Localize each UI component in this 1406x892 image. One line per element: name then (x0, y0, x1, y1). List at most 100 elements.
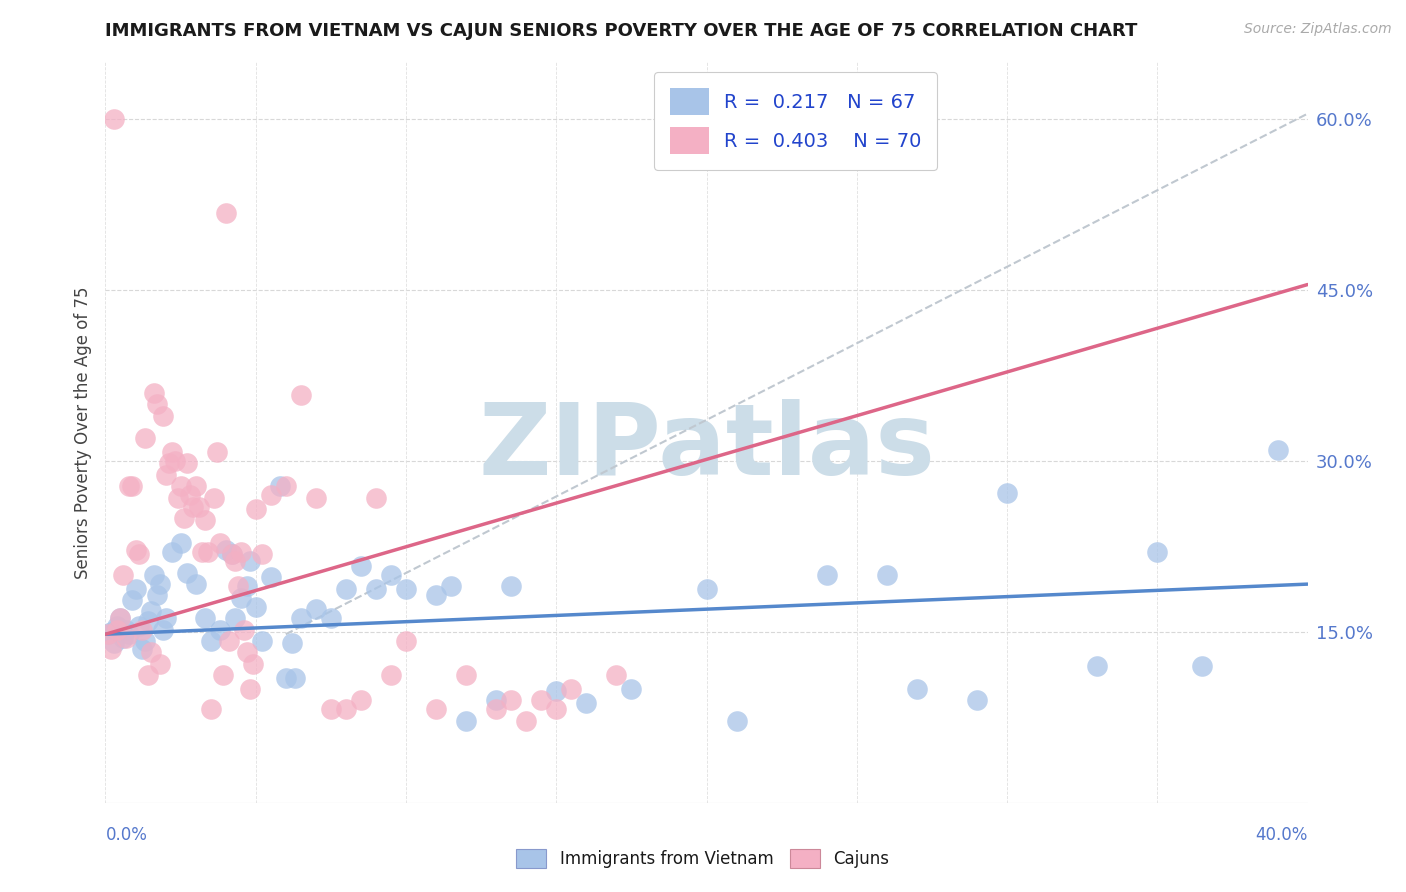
Point (605, 668, 627, 682)
Point (197, 545, 219, 559)
Point (131, 642, 153, 657)
Point (169, 479, 191, 493)
Point (335, 702, 357, 716)
Point (142, 568, 165, 582)
Legend: R =  0.217   N = 67, R =  0.403    N = 70: R = 0.217 N = 67, R = 0.403 N = 70 (654, 72, 938, 170)
Point (112, 568, 135, 582)
Point (274, 479, 297, 493)
Point (575, 696, 598, 710)
Point (100, 624, 122, 639)
Point (226, 579, 249, 593)
Point (229, 591, 252, 605)
Point (194, 513, 217, 527)
Point (319, 611, 342, 625)
Point (530, 693, 553, 707)
Point (128, 548, 150, 562)
Point (97, 627, 120, 641)
Point (160, 545, 183, 559)
Point (290, 611, 312, 625)
Point (194, 611, 217, 625)
Text: 0.0%: 0.0% (105, 826, 148, 844)
Point (205, 445, 228, 459)
Point (211, 668, 233, 682)
Point (364, 491, 387, 505)
Point (214, 206, 236, 220)
Point (380, 568, 402, 582)
Point (136, 668, 159, 682)
Point (184, 577, 207, 591)
Text: IMMIGRANTS FROM VIETNAM VS CAJUN SENIORS POVERTY OVER THE AGE OF 75 CORRELATION : IMMIGRANTS FROM VIETNAM VS CAJUN SENIORS… (105, 22, 1137, 40)
Point (184, 479, 207, 493)
Point (620, 681, 643, 696)
Point (239, 681, 262, 696)
Point (145, 397, 167, 411)
Point (305, 602, 328, 616)
Point (260, 570, 283, 584)
Point (221, 548, 243, 562)
Point (131, 623, 153, 637)
Point (454, 668, 477, 682)
Point (218, 634, 240, 648)
Point (148, 657, 170, 671)
Point (546, 684, 568, 698)
Point (350, 558, 373, 573)
Point (176, 456, 198, 470)
Point (152, 623, 174, 637)
Point (142, 385, 165, 400)
Point (454, 714, 477, 728)
Point (229, 545, 252, 559)
Point (425, 702, 447, 716)
Point (1191, 659, 1213, 673)
Point (107, 623, 129, 637)
Point (380, 668, 402, 682)
Point (395, 582, 418, 596)
Point (250, 634, 273, 648)
Point (103, 636, 125, 650)
Point (121, 593, 143, 607)
Point (1267, 442, 1289, 457)
Point (118, 627, 141, 641)
Point (139, 604, 162, 618)
Point (395, 634, 418, 648)
Point (235, 579, 257, 593)
Point (107, 619, 129, 633)
Point (815, 568, 838, 582)
Point (232, 623, 254, 637)
Point (173, 511, 195, 525)
Text: ZIPatlas: ZIPatlas (478, 399, 935, 496)
Point (176, 566, 198, 580)
Point (485, 702, 508, 716)
Point (995, 486, 1018, 500)
Point (157, 456, 180, 470)
Point (148, 577, 170, 591)
Point (169, 536, 191, 550)
Point (115, 631, 138, 645)
Point (112, 631, 135, 645)
Point (364, 582, 387, 596)
Point (139, 645, 162, 659)
Point (136, 614, 159, 628)
Point (152, 409, 174, 423)
Point (274, 671, 297, 685)
Point (208, 623, 231, 637)
Point (1085, 659, 1108, 673)
Point (97, 627, 120, 641)
Point (501, 579, 523, 593)
Point (425, 589, 447, 603)
Point (725, 714, 748, 728)
Legend: Immigrants from Vietnam, Cajuns: Immigrants from Vietnam, Cajuns (510, 842, 896, 875)
Point (118, 479, 141, 493)
Point (121, 479, 143, 493)
Point (501, 693, 523, 707)
Point (546, 702, 568, 716)
Point (290, 388, 312, 402)
Point (100, 642, 122, 657)
Point (876, 568, 898, 582)
Point (187, 500, 209, 514)
Point (200, 702, 222, 716)
Point (239, 554, 262, 568)
Point (221, 548, 243, 562)
Point (166, 491, 188, 505)
Point (242, 657, 264, 671)
Point (305, 491, 328, 505)
